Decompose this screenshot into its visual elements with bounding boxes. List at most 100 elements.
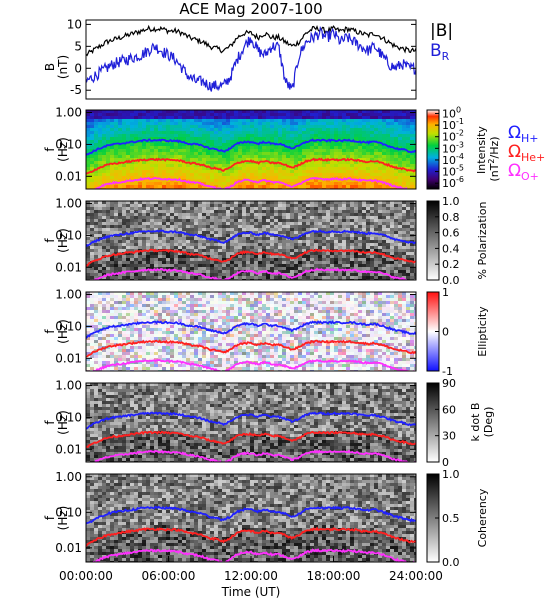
psd-cell <box>378 164 383 168</box>
polarization-cell <box>166 213 171 217</box>
psd-cell <box>410 140 415 144</box>
polarization-cell <box>270 240 275 244</box>
ellipticity-cell <box>122 319 127 323</box>
psd-cell <box>174 170 179 174</box>
polarization-cell <box>182 210 187 214</box>
polarization-cell <box>94 210 99 214</box>
polarization-cell <box>170 222 175 226</box>
polarization-cell <box>242 273 247 277</box>
polarization-cell <box>86 216 91 220</box>
ellipticity-cell <box>130 352 135 356</box>
polarization-cell <box>362 213 367 217</box>
psd-cell <box>406 113 411 117</box>
polarization-cell <box>218 201 223 205</box>
polarization-cell <box>302 261 307 265</box>
psd-cell <box>186 137 191 141</box>
ellipticity-cell <box>90 295 95 299</box>
polarization-cell <box>194 270 199 274</box>
psd-cell <box>274 185 279 189</box>
psd-cell <box>246 137 251 141</box>
psd-cell <box>282 116 287 120</box>
polarization-cell <box>134 204 139 208</box>
polarization-cell <box>398 261 403 265</box>
polarization-cell <box>386 231 391 235</box>
ellipticity-cell <box>130 331 135 335</box>
polarization-cell <box>278 270 283 274</box>
psd-cell <box>362 119 367 123</box>
psd-cell <box>406 167 411 171</box>
psd-cell <box>398 143 403 147</box>
polarization-cell <box>298 255 303 259</box>
psd-cell <box>158 179 163 183</box>
psd-cell <box>182 116 187 120</box>
polarization-cell <box>222 225 227 229</box>
psd-cell <box>138 182 143 186</box>
psd-cell <box>202 167 207 171</box>
polarization-cell <box>186 249 191 253</box>
psd-cell <box>394 110 399 114</box>
ellipticity-cell <box>138 316 143 320</box>
psd-cell <box>258 185 263 189</box>
polarization-cell <box>322 219 327 223</box>
polarization-cell <box>330 216 335 220</box>
psd-cell <box>154 119 159 123</box>
polarization-cell <box>118 261 123 265</box>
polarization-cell <box>190 201 195 205</box>
polarization-cell <box>374 207 379 211</box>
psd-cell <box>410 119 415 123</box>
psd-cell <box>334 116 339 120</box>
polarization-cell <box>202 225 207 229</box>
polarization-cell <box>342 258 347 262</box>
psd-cell <box>242 125 247 129</box>
psd-cell <box>162 155 167 159</box>
polarization-cell <box>214 243 219 247</box>
polarization-cell <box>218 264 223 268</box>
polarization-cell <box>102 270 107 274</box>
psd-cell <box>226 134 231 138</box>
ellipticity-cell <box>130 367 135 371</box>
polarization-cell <box>222 258 227 262</box>
polarization-cell <box>394 249 399 253</box>
polarization-cell <box>170 216 175 220</box>
polarization-cell <box>162 240 167 244</box>
series-line-b-r <box>86 25 416 92</box>
psd-cell <box>302 185 307 189</box>
polarization-cell <box>310 243 315 247</box>
psd-cell <box>290 119 295 123</box>
psd-cell <box>118 182 123 186</box>
psd-cell <box>174 116 179 120</box>
psd-cell <box>126 116 131 120</box>
psd-cell <box>138 110 143 114</box>
polarization-cell <box>330 231 335 235</box>
polarization-cell <box>134 258 139 262</box>
psd-cell <box>218 122 223 126</box>
polarization-cell <box>354 234 359 238</box>
legend-omega-h-sub: H+ <box>521 132 539 145</box>
polarization-cell <box>366 210 371 214</box>
psd-cell <box>386 167 391 171</box>
polarization-cell <box>266 273 271 277</box>
psd-cell <box>202 110 207 114</box>
polarization-cell <box>118 201 123 205</box>
psd-cell <box>178 176 183 180</box>
ellipticity-cell <box>106 301 111 305</box>
polarization-cell <box>366 207 371 211</box>
polarization-cell <box>242 255 247 259</box>
polarization-cell <box>126 213 131 217</box>
polarization-cell <box>230 219 235 223</box>
psd-cell <box>338 179 343 183</box>
psd-cell <box>246 173 251 177</box>
psd-cell <box>206 179 211 183</box>
ellipticity-cell <box>94 310 99 314</box>
polarization-cell <box>314 246 319 250</box>
psd-cell <box>106 131 111 135</box>
polarization-cell <box>158 252 163 256</box>
polarization-cell <box>254 273 259 277</box>
polarization-cell <box>230 234 235 238</box>
polarization-cell <box>170 210 175 214</box>
polarization-cell <box>414 219 416 223</box>
psd-cell <box>234 137 239 141</box>
psd-cell <box>174 113 179 117</box>
polarization-cell <box>170 255 175 259</box>
psd-cell <box>338 152 343 156</box>
